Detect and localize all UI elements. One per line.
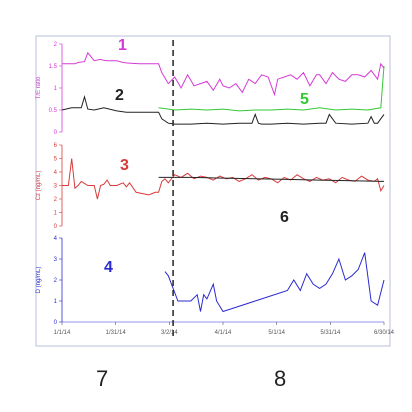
y-tick-label: 3: [54, 257, 58, 263]
series-label-3: 3: [120, 157, 129, 174]
panels: 0 0.5 1 1.5 2 T/E ratio 1 2 5 0 1 2 3 4 5 6 Cz (ng/mL) 3 6…: [36, 37, 395, 336]
series-label-2: 2: [115, 87, 124, 104]
y-tick-label: 2: [54, 42, 58, 48]
panel-2: 0 1 2 3 4 5 6 Cz (ng/mL) 3 6: [36, 143, 385, 230]
y-tick-label: 1: [54, 299, 58, 305]
y-tick-label: 5: [54, 157, 58, 163]
series-line-4: [164, 252, 385, 313]
series-line-2: [61, 94, 385, 125]
y-tick-label: 0: [54, 130, 58, 136]
x-tick-label: 6/30/14: [374, 330, 395, 336]
x-tick-label: 1/1/14: [54, 330, 71, 336]
plot-frame: [35, 35, 391, 347]
series-line-3: [62, 158, 385, 200]
x-tick-label: 1/31/14: [106, 330, 127, 336]
y-tick-label: 2: [54, 278, 58, 284]
panel-3: 0 1 2 3 4 D (ng/mL) 4 1/1/14 1/31/14 3/2/14 4/1/14…: [36, 236, 395, 336]
y-tick-label: 2: [54, 197, 58, 203]
x-tick-label: 4/1/14: [215, 330, 232, 336]
series-label-6: 6: [280, 209, 289, 226]
annotation-8: 8: [274, 366, 287, 391]
x-tick-label: 3/2/14: [161, 330, 178, 336]
x-tick-label: 5/1/14: [268, 330, 285, 336]
series-label-4: 4: [104, 259, 113, 276]
y-axis-title: T/E ratio: [36, 76, 42, 99]
y-tick-label: 6: [54, 143, 58, 149]
annotation-7: 7: [96, 366, 109, 391]
y-tick-label: 4: [54, 170, 58, 176]
series-line-5: [158, 65, 385, 112]
y-tick-label: 3: [54, 184, 58, 190]
series-line-6: [158, 176, 385, 182]
y-tick-label: 0: [54, 224, 58, 230]
y-tick-label: 1: [54, 211, 58, 217]
y-tick-label: 0: [54, 320, 58, 326]
y-tick-label: 0.5: [49, 108, 58, 114]
x-tick-label: 5/31/14: [320, 330, 341, 336]
series-label-1: 1: [118, 37, 127, 54]
y-tick-label: 1.5: [49, 64, 58, 70]
series-label-5: 5: [300, 91, 309, 108]
y-tick-label: 1: [54, 86, 58, 92]
y-axis-title: Cz (ng/mL): [36, 171, 42, 201]
y-axis-title: D (ng/mL): [36, 267, 42, 294]
y-tick-label: 4: [54, 236, 58, 242]
panel-1: 0 0.5 1 1.5 2 T/E ratio 1 2 5: [36, 37, 385, 136]
series-line-1: [62, 51, 385, 97]
